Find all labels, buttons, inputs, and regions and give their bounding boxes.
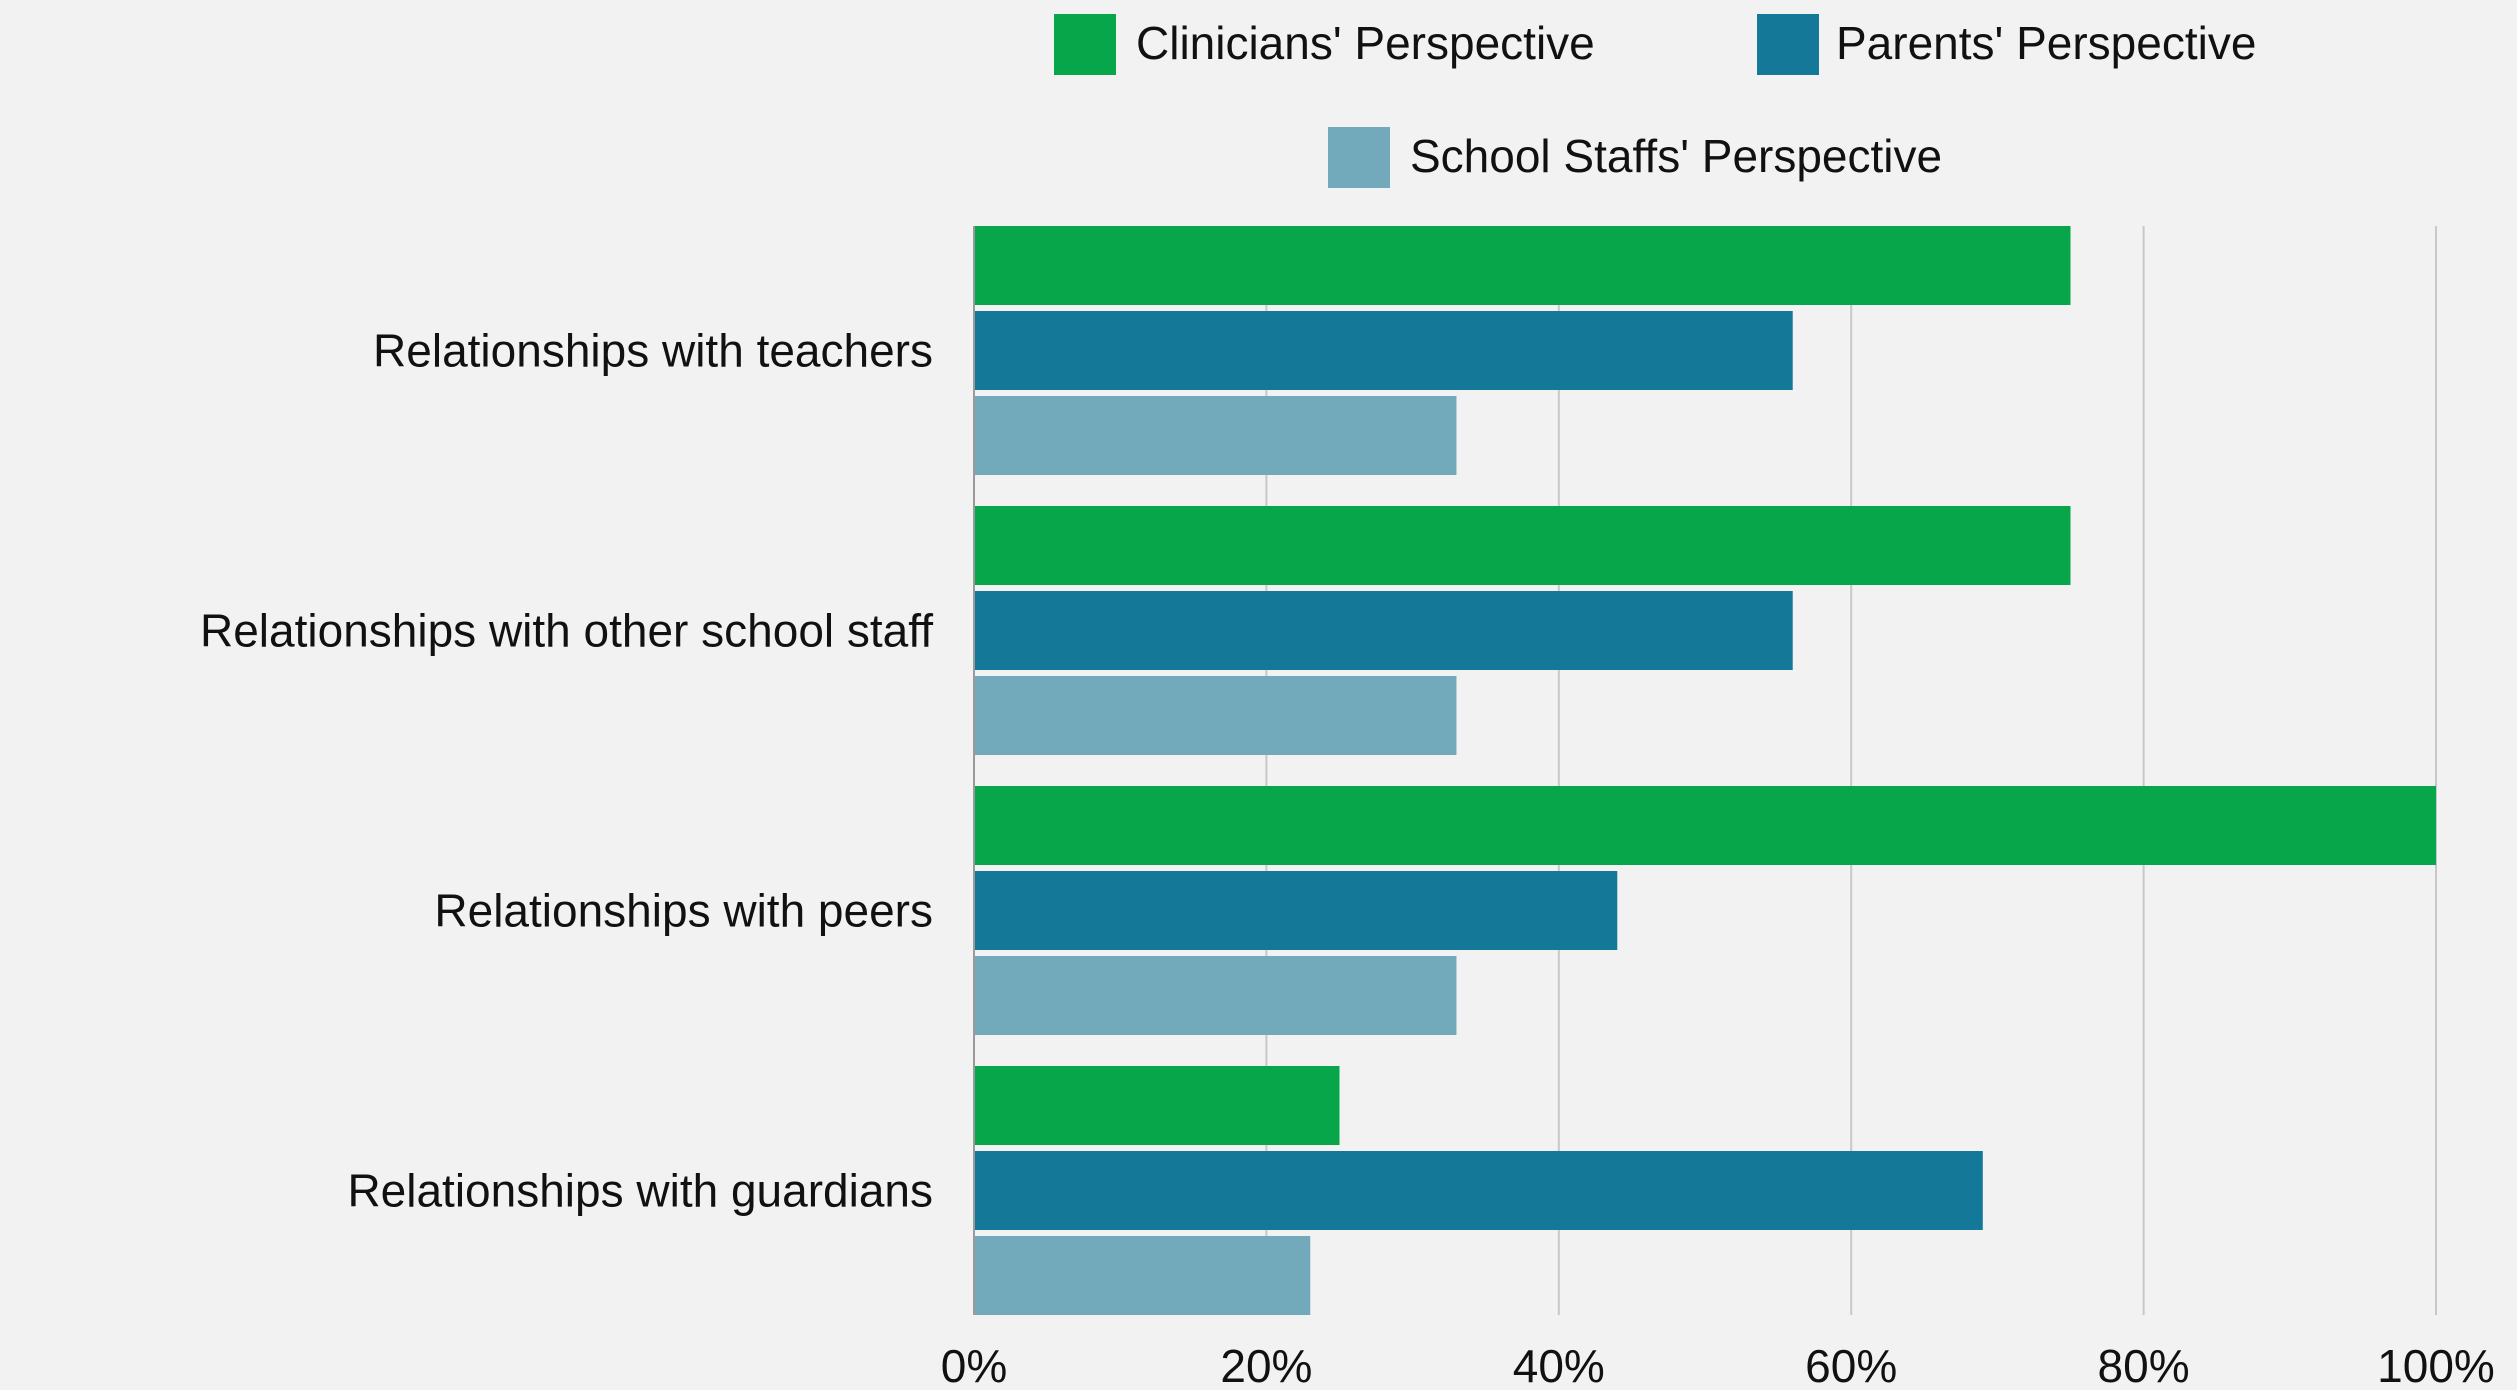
x-tick-label: 60% xyxy=(1805,1340,1897,1390)
legend-label: Parents' Perspective xyxy=(1836,17,2256,69)
legend-swatch xyxy=(1328,127,1390,188)
bar xyxy=(974,1066,1340,1145)
category-label: Relationships with other school staff xyxy=(200,605,933,657)
bar xyxy=(974,1151,1983,1230)
legend-swatch xyxy=(1757,14,1819,75)
label-layer: 0% 20% 40% 60% 80% 100% Relationships with tea… xyxy=(200,325,2495,1390)
x-tick-label: 100% xyxy=(2377,1340,2495,1390)
bar xyxy=(974,591,1793,670)
x-tick-label: 80% xyxy=(2098,1340,2190,1390)
bar-layer xyxy=(974,226,2436,1315)
bar xyxy=(974,676,1457,755)
legend-label: Clinicians' Perspective xyxy=(1136,17,1595,69)
bar xyxy=(974,506,2071,585)
bar xyxy=(974,871,1618,950)
category-label: Relationships with peers xyxy=(434,885,933,937)
x-tick-label: 20% xyxy=(1220,1340,1312,1390)
bar xyxy=(974,226,2071,305)
legend: Clinicians' Perspective Parents' Perspect… xyxy=(1054,14,2256,188)
bar xyxy=(974,956,1457,1035)
bar xyxy=(974,396,1457,475)
x-tick-label: 0% xyxy=(941,1340,1007,1390)
bar xyxy=(974,311,1793,390)
category-label: Relationships with teachers xyxy=(373,325,933,377)
bar xyxy=(974,1236,1311,1315)
legend-label: School Staffs' Perspective xyxy=(1410,130,1942,182)
x-tick-label: 40% xyxy=(1513,1340,1605,1390)
legend-swatch xyxy=(1054,14,1116,75)
category-label: Relationships with guardians xyxy=(347,1165,933,1217)
bar xyxy=(974,786,2436,865)
